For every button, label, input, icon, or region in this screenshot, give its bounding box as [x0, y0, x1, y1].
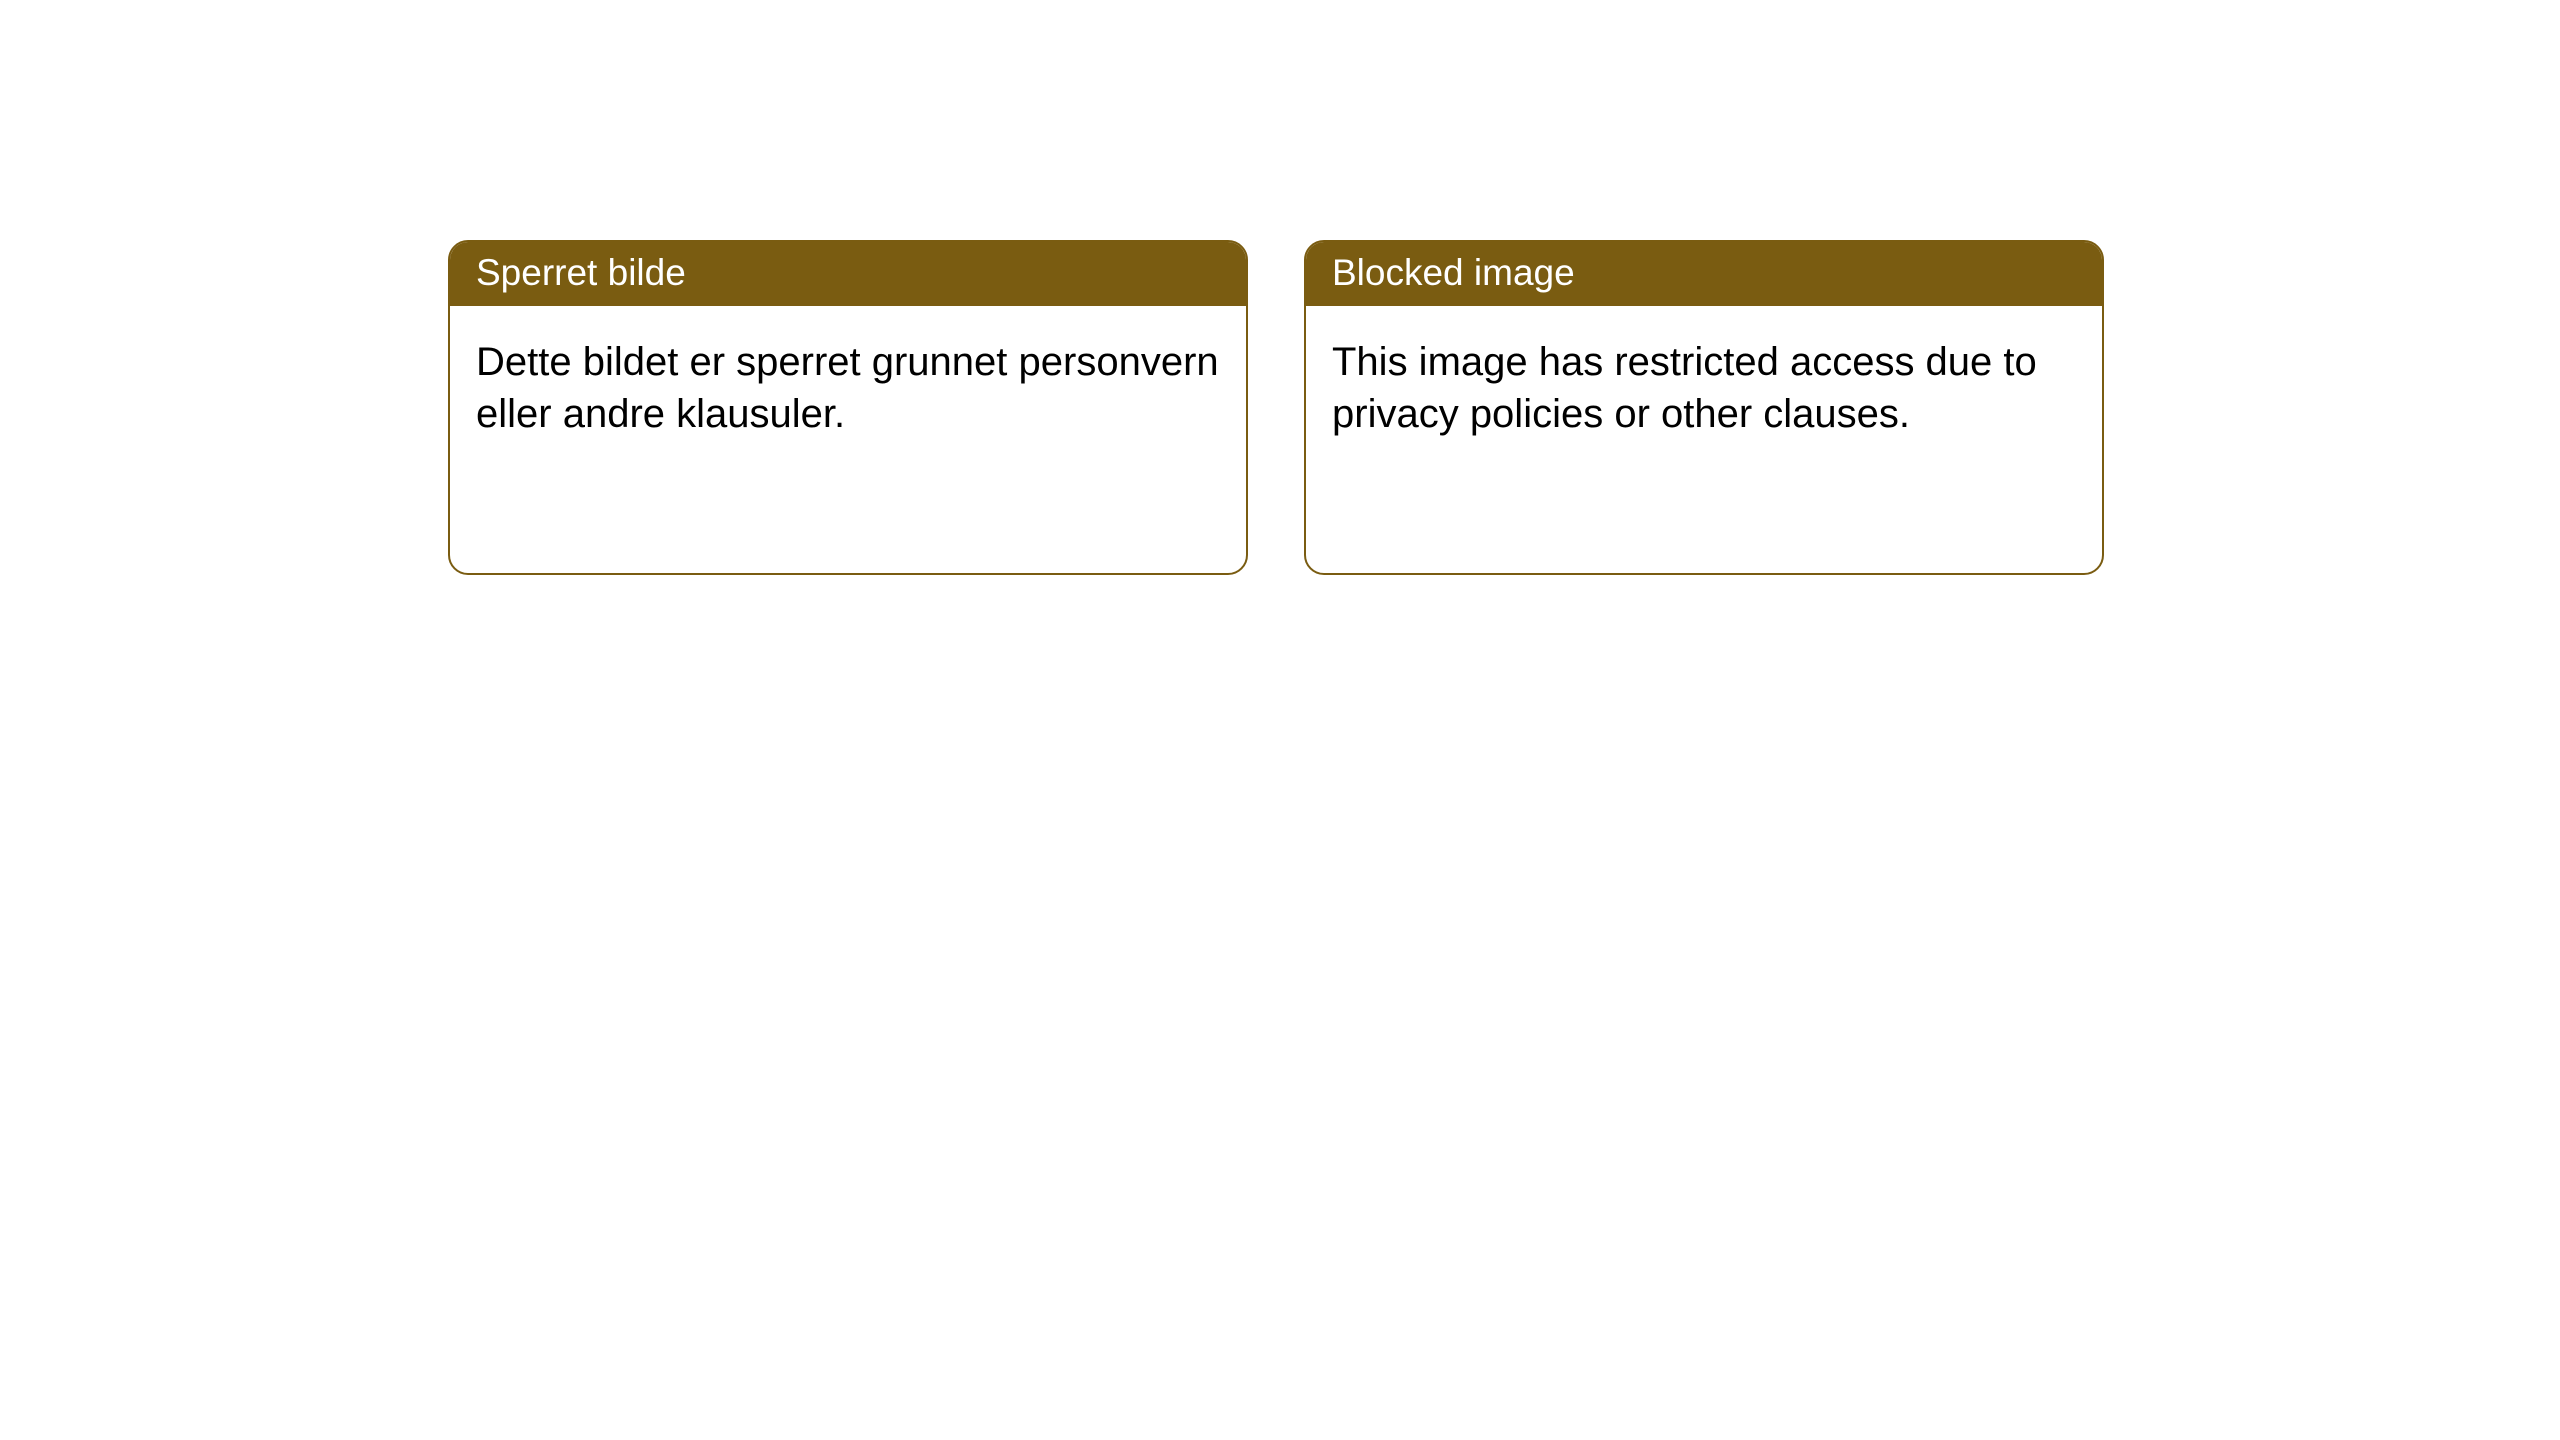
card-body: Dette bildet er sperret grunnet personve…	[450, 306, 1246, 470]
notice-container: Sperret bilde Dette bildet er sperret gr…	[0, 0, 2560, 575]
card-title: Sperret bilde	[450, 242, 1246, 306]
card-title: Blocked image	[1306, 242, 2102, 306]
blocked-image-card-en: Blocked image This image has restricted …	[1304, 240, 2104, 575]
card-body: This image has restricted access due to …	[1306, 306, 2102, 470]
blocked-image-card-no: Sperret bilde Dette bildet er sperret gr…	[448, 240, 1248, 575]
